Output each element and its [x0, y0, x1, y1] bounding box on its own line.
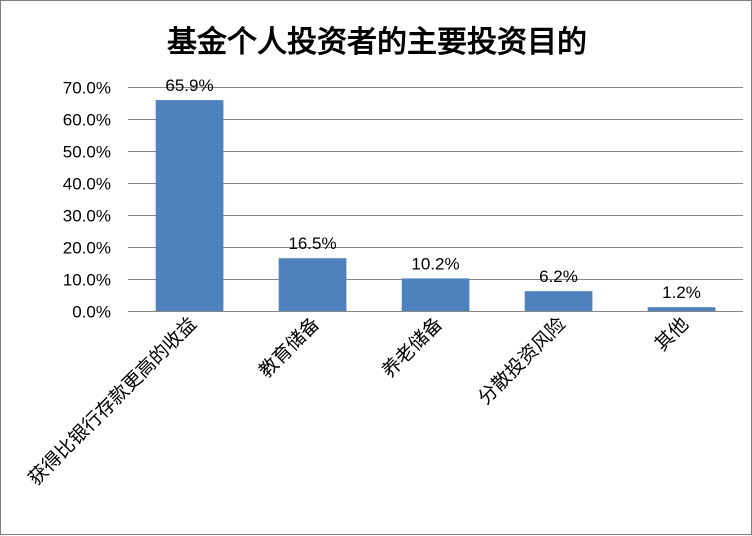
y-tick-label: 70.0%	[63, 79, 111, 98]
bar	[524, 291, 593, 311]
gridlines	[128, 87, 743, 312]
category-label: 获得比银行存款更高的收益	[24, 313, 201, 490]
y-tick-label: 30.0%	[63, 207, 111, 226]
category-label: 养老储备	[378, 313, 447, 382]
data-label: 1.2%	[662, 283, 701, 302]
y-tick-label: 50.0%	[63, 143, 111, 162]
category-label: 教育储备	[255, 313, 324, 382]
category-label: 其他	[651, 313, 693, 355]
y-tick-label: 40.0%	[63, 175, 111, 194]
bars	[155, 100, 716, 311]
bar	[647, 307, 716, 311]
chart-title: 基金个人投资者的主要投资目的	[167, 25, 587, 60]
y-tick-label: 0.0%	[72, 303, 111, 322]
data-label: 6.2%	[539, 267, 578, 286]
data-label: 16.5%	[288, 234, 336, 253]
bar	[401, 278, 470, 311]
category-label: 分散投资风险	[474, 313, 570, 409]
y-tick-label: 60.0%	[63, 111, 111, 130]
y-axis-tick-labels: 0.0% 10.0% 20.0% 30.0% 40.0% 50.0% 60.0% 70.0%	[63, 79, 111, 322]
y-tick-label: 20.0%	[63, 239, 111, 258]
y-tick-label: 10.0%	[63, 271, 111, 290]
bar	[278, 258, 347, 311]
data-label: 65.9%	[165, 76, 213, 95]
data-labels: 65.9% 16.5% 10.2% 6.2% 1.2%	[165, 76, 700, 302]
data-label: 10.2%	[411, 254, 459, 273]
bar	[155, 100, 224, 311]
x-axis-category-labels: 获得比银行存款更高的收益 教育储备 养老储备 分散投资风险 其他	[24, 313, 693, 490]
